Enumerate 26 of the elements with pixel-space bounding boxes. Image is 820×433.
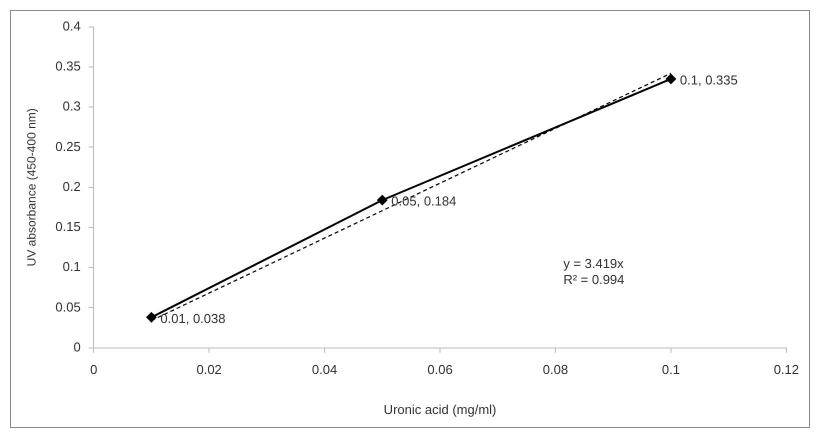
x-tick-label: 0.12 [774,362,800,378]
y-tick-label: 0.35 [55,58,81,74]
x-tick-label: 0.04 [312,362,338,378]
y-axis-title: UV absorbance (450-400 nm) [24,108,39,266]
y-tick-label: 0.2 [62,178,81,194]
y-tick-label: 0.4 [62,18,81,34]
annotation: y = 3.419x [563,256,624,271]
y-tick-label: 0 [73,339,81,354]
data-label: 0.1, 0.335 [680,72,738,88]
annotation: R² = 0.994 [563,272,624,287]
x-tick-label: 0.02 [196,362,222,378]
y-tick-label: 0.25 [55,138,81,154]
x-tick-label: 0.06 [427,362,453,378]
data-label: 0.05, 0.184 [391,194,456,209]
x-tick-label: 0 [90,362,98,378]
point [666,74,676,84]
point [377,195,388,206]
x-tick-label: 0.1 [662,362,680,378]
y-tick-label: 0.15 [55,219,81,234]
x-axis-title: Uronic acid (mg/ml) [384,402,496,417]
y-tick-label: 0.1 [62,259,81,274]
y-tick-label: 0.05 [55,299,81,314]
data-label: 0.01, 0.038 [160,310,226,326]
point [146,312,156,322]
x-tick-label: 0.08 [542,362,568,378]
y-tick-label: 0.3 [62,98,81,114]
